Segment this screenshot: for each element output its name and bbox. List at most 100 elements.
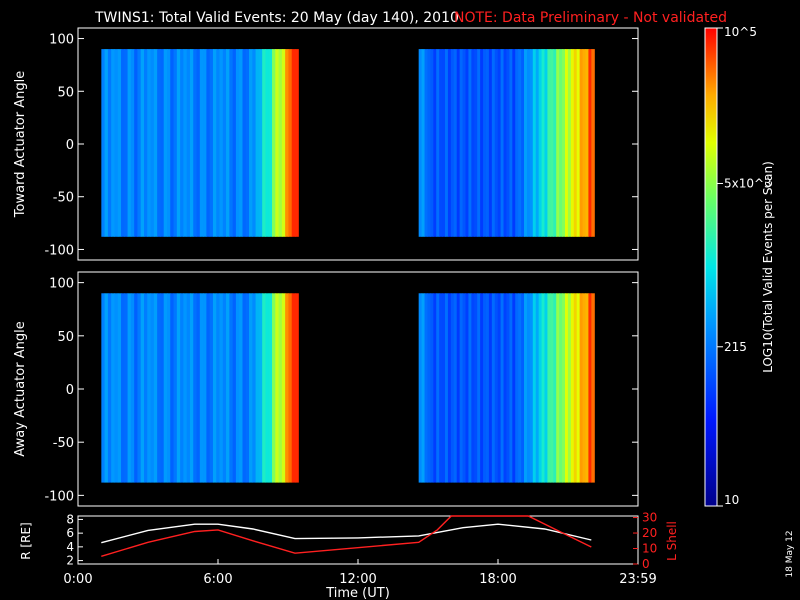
away-heat-cell [582,293,587,483]
away-heat-cell [518,293,522,483]
toward-heat-cell [529,49,534,237]
away-heat-cell [196,293,201,483]
toward-heat-cell [456,49,461,237]
toward-heat-cell [453,49,458,237]
away-heat-cell [111,293,116,483]
toward-heat-cell [173,49,178,237]
colorbar-gradient [704,27,718,507]
toward-heat-cell [242,49,247,237]
away-heat-cell [140,293,145,483]
away-heat-cell [570,293,575,483]
toward-heat-cell [480,49,484,237]
away-heat-cell [209,293,214,483]
toward-heat-cell [564,49,569,237]
toward-heat-cell [278,49,283,237]
toward-heat-cell [585,49,589,237]
toward-heat-cell [153,49,158,237]
away-heat-cell [439,293,443,483]
toward-heat-cell [544,49,548,237]
toward-heat-cell [576,49,581,237]
away-heat-cell [524,293,528,483]
toward-heat-cell [268,49,273,237]
away-heat-cell [436,293,440,483]
toward-heat-cell [285,49,289,237]
orbit-y-label-left: R [RE] [19,522,33,559]
toward-heat-cell [252,49,257,237]
away-heat-cell [235,293,240,483]
away-heat-cell [421,293,426,483]
toward-heat-cell [521,49,525,237]
chart-title: TWINS1: Total Valid Events: 20 May (day … [94,10,459,26]
toward-heat-cell [512,49,516,237]
toward-heat-cell [226,49,230,237]
away-heat-cell [134,293,138,483]
toward-heat-cell [582,49,587,237]
away-heat-cell [242,293,247,483]
away-heat-cell [180,293,184,483]
toward-heat-cell [288,49,293,237]
away-heat-cell [526,293,531,483]
away-heat-cell [262,293,267,483]
away-heat-cell [515,293,519,483]
orbit-y-tick-label-left: 2 [66,554,74,568]
away-heat-cell [163,293,168,483]
x-tick-label: 0:00 [63,572,92,587]
toward-heat-cell [262,49,267,237]
away-heat-cell [488,293,493,483]
toward-heat-cell [272,49,276,237]
away-heat-cell [506,293,510,483]
toward-heat-cell [462,49,467,237]
away-heat-cell [497,293,502,483]
toward-heat-cell [570,49,575,237]
away-heat-cell [186,293,191,483]
away-heat-cell [288,293,293,483]
away-heat-cell [547,293,551,483]
away-heat-cell [556,293,560,483]
orbit-y-tick-label-right: 20 [642,526,657,540]
away-heat-cell [559,293,563,483]
toward-heat-cell [518,49,522,237]
toward-heat-cell [579,49,584,237]
toward-block [101,49,299,237]
toward-heat-cell [295,49,299,237]
away-heat-cell [219,293,224,483]
toward-heat-cell [183,49,188,237]
away-heat-cell [193,293,198,483]
toward-heat-cell [459,49,464,237]
toward-heat-cell [239,49,244,237]
away-block [101,293,299,483]
toward-heat-cell [547,49,551,237]
toward-heat-cell [160,49,165,237]
toward-heat-cell [477,49,481,237]
away-heat-cell [459,293,464,483]
toward-heat-cell [591,49,595,237]
away-heat-cell [275,293,280,483]
toward-heat-cell [209,49,214,237]
toward-heat-cell [433,49,437,237]
away-heat-cell [442,293,446,483]
away-heat-cell [137,293,142,483]
away-heat-cell [544,293,548,483]
toward-heat-cell [588,49,592,237]
away-heat-cell [189,293,194,483]
toward-heat-cell [147,49,152,237]
away-heat-cell [427,293,431,483]
toward-heat-cell [255,49,260,237]
toward-heat-cell [553,49,557,237]
toward-heat-cell [515,49,519,237]
away-heat-cell [170,293,175,483]
away-heat-cell [281,293,286,483]
preliminary-note: NOTE: Data Preliminary - Not validated [454,10,727,26]
away-heat-cell [468,293,472,483]
toward-heat-cell [424,49,428,237]
away-heat-cell [127,293,132,483]
toward-heat-cell [497,49,502,237]
away-heat-cell [465,293,469,483]
toward-heat-cell [427,49,431,237]
toward-heat-cell [137,49,142,237]
away-block [418,293,595,483]
colorbar-ticks: 10 215 5x10^3 10^5 [717,25,772,507]
away-heat-cell [147,293,152,483]
